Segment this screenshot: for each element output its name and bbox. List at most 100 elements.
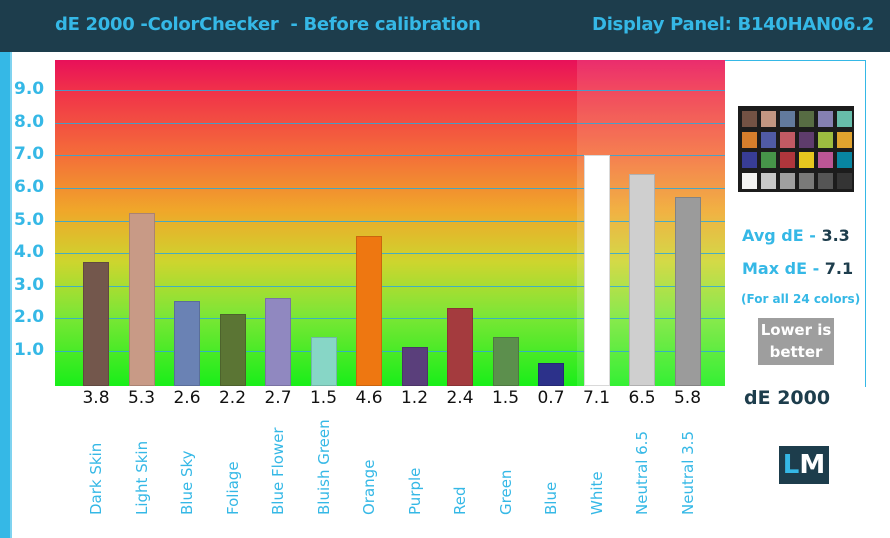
checker-swatch [837, 131, 852, 148]
bar-purple [401, 346, 428, 386]
header-bar: dE 2000 -ColorChecker - Before calibrati… [0, 0, 890, 52]
checker-swatch [780, 131, 795, 148]
checker-swatch [818, 172, 833, 189]
colors-note: (For all 24 colors) [741, 292, 861, 306]
category-label: Green [496, 469, 515, 515]
checker-swatch [837, 172, 852, 189]
checker-swatch [818, 131, 833, 148]
bar-blue [538, 363, 564, 386]
checker-swatch [761, 131, 776, 148]
category-label: White [587, 471, 606, 515]
left-accent-strip [0, 52, 10, 538]
lower-line1: Lower is [760, 321, 832, 339]
bar-neutral-6-5 [629, 174, 655, 386]
gridline [55, 220, 725, 222]
value-label: 1.5 [309, 388, 338, 408]
y-tick-label: 6.0 [14, 176, 45, 197]
category-label: Red [451, 486, 469, 516]
lower-line2: better [769, 343, 823, 361]
checker-swatch [799, 131, 814, 148]
gridline [55, 253, 725, 255]
value-label: 6.5 [628, 388, 656, 408]
bar-light-skin [128, 213, 155, 386]
max-de-label: Max dE - [742, 259, 825, 278]
plot-area [55, 60, 725, 386]
y-tick-label: 3.0 [14, 274, 45, 295]
bar-blue-flower [265, 297, 291, 386]
checker-swatch [799, 111, 814, 127]
gridline [55, 187, 725, 189]
category-label: Blue Sky [178, 450, 196, 515]
colorchecker-image [738, 106, 854, 192]
category-label: Light Skin [132, 440, 151, 515]
y-tick-label: 5.0 [14, 209, 45, 230]
value-label: 7.1 [582, 388, 611, 408]
y-tick-label: 8.0 [14, 111, 45, 132]
gridline [55, 285, 725, 287]
gridline [55, 318, 725, 320]
category-label: Purple [405, 467, 424, 515]
y-tick-label: 1.0 [14, 339, 45, 360]
value-label: 0.7 [537, 388, 565, 408]
checker-swatch [837, 152, 852, 168]
avg-de-value: 3.3 [821, 226, 850, 245]
value-label: 2.7 [264, 388, 292, 408]
checker-swatch [761, 152, 776, 168]
category-label: Blue Flower [269, 427, 287, 515]
max-de-stat: Max dE - 7.1 [742, 259, 853, 278]
value-label: 4.6 [355, 388, 383, 408]
value-label: 2.6 [173, 388, 201, 408]
bar-white [583, 154, 610, 386]
bar-dark-skin [83, 262, 109, 386]
max-de-value: 7.1 [824, 259, 854, 278]
bar-neutral-3-5 [674, 196, 701, 386]
avg-de-label: Avg dE - [742, 226, 822, 245]
checker-swatch [799, 172, 814, 189]
y-tick-label: 7.0 [14, 144, 45, 165]
chart-title: dE 2000 -ColorChecker - Before calibrati… [55, 14, 481, 35]
value-label: 1.2 [400, 388, 429, 408]
category-label: Foliage [223, 461, 242, 515]
value-label: 2.4 [446, 388, 474, 408]
checker-swatch [742, 172, 757, 189]
value-label: 3.8 [82, 388, 110, 408]
logo-l: L [782, 450, 800, 480]
bar-bluish-green [310, 337, 337, 386]
checker-swatch [780, 172, 795, 189]
value-label: 5.3 [127, 388, 156, 408]
gridline [55, 155, 725, 157]
bar-orange [356, 236, 382, 386]
checker-swatch [818, 152, 833, 168]
checker-swatch [780, 152, 795, 168]
display-panel-label: Display Panel: B140HAN06.2 [592, 14, 874, 35]
checker-swatch [761, 111, 776, 127]
checker-swatch [818, 111, 833, 127]
value-label: 5.8 [673, 388, 702, 408]
lm-logo: LM [779, 446, 829, 484]
gridline [55, 90, 725, 92]
y-tick-label: 2.0 [14, 307, 45, 328]
lower-is-better-badge: Lower is better [758, 318, 834, 365]
category-label: Blue [542, 481, 560, 515]
gridline [55, 350, 725, 352]
value-label: 1.5 [491, 388, 520, 408]
category-label: Neutral 6.5 [633, 431, 651, 515]
bar-red [447, 307, 473, 386]
bar-foliage [219, 314, 246, 386]
y-tick-label: 9.0 [14, 79, 45, 100]
y-tick-label: 4.0 [14, 242, 45, 263]
category-label: Orange [360, 459, 378, 515]
checker-swatch [837, 111, 852, 127]
checker-swatch [742, 131, 757, 148]
left-accent-strip-inner [10, 52, 12, 538]
checker-swatch [742, 111, 757, 127]
checker-swatch [742, 152, 757, 168]
checker-swatch [780, 111, 795, 127]
gridline [55, 122, 725, 124]
metric-label: dE 2000 [744, 387, 831, 409]
checker-swatch [799, 152, 814, 168]
bar-green [492, 337, 519, 386]
category-label: Bluish Green [314, 419, 333, 515]
category-label: Neutral 3.5 [678, 431, 697, 515]
value-label: 2.2 [218, 388, 247, 408]
